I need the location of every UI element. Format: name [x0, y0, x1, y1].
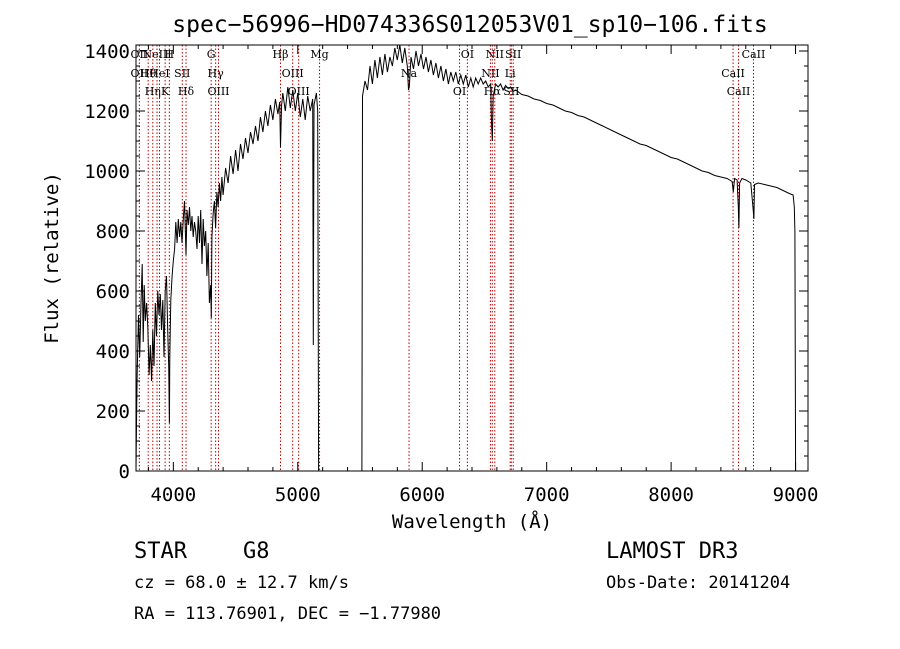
line-marker-label: Mg: [310, 48, 328, 61]
line-marker-label: OIII: [282, 67, 304, 80]
line-marker-label: OII: [131, 67, 149, 80]
y-tick-label: 1200: [84, 101, 130, 123]
line-marker-label: SII: [505, 48, 521, 61]
line-marker-label: CaII: [727, 85, 751, 98]
spectral-line-labels: OIIOIIHθHηNeIIIHeIKHSIIHδGHγOIIIHβOIIIOI…: [131, 48, 766, 98]
line-marker-label: OIII: [207, 85, 229, 98]
x-axis-label: Wavelength (Å): [392, 510, 552, 533]
line-marker-label: Na: [401, 67, 418, 80]
survey-name: LAMOST DR3: [606, 539, 738, 564]
x-axis-ticks: 4000 5000 6000 7000 8000 9000: [147, 45, 819, 506]
y-tick-label: 400: [96, 341, 130, 363]
y-tick-label: 0: [119, 461, 130, 483]
redshift-velocity: cz = 68.0 ± 12.7 km/s: [134, 573, 349, 593]
line-marker-label: OIII: [288, 85, 310, 98]
x-tick-label: 6000: [399, 484, 445, 506]
line-marker-label: K: [161, 85, 170, 98]
x-tick-label: 4000: [150, 484, 196, 506]
observation-date: Obs-Date: 20141204: [606, 573, 790, 593]
y-tick-label: 1400: [84, 41, 130, 63]
line-marker-label: OI: [461, 48, 474, 61]
x-tick-label: 7000: [524, 484, 570, 506]
x-tick-label: 9000: [773, 484, 819, 506]
line-marker-label: HeI: [149, 67, 169, 80]
line-marker-label: Hθ: [140, 67, 157, 80]
line-marker-label: OI: [453, 85, 466, 98]
line-marker-label: G: [207, 48, 216, 61]
line-marker-label: NII: [481, 67, 499, 80]
y-tick-label: 1000: [84, 161, 130, 183]
x-tick-label: 8000: [648, 484, 694, 506]
y-tick-label: 200: [96, 401, 130, 423]
line-marker-label: CaII: [721, 67, 745, 80]
spectrum-line: [135, 44, 797, 472]
object-class: STAR: [134, 539, 188, 564]
spectral-line-markers: [138, 45, 754, 471]
line-marker-label: Hδ: [178, 85, 195, 98]
chart-title: spec−56996−HD074336S012053V01_sp10−106.f…: [172, 12, 767, 38]
y-axis-ticks: 0 200 400 600 800 1000 1200 1400: [84, 41, 808, 483]
line-marker-label: Hγ: [208, 67, 225, 80]
coordinates: RA = 113.76901, DEC = −1.77980: [134, 604, 441, 624]
x-tick-label: 5000: [275, 484, 321, 506]
line-marker-label: Li: [505, 67, 516, 80]
line-marker-label: NII: [486, 48, 504, 61]
y-tick-label: 800: [96, 221, 130, 243]
y-axis-label: Flux (relative): [41, 172, 63, 344]
line-marker-label: Hα: [484, 85, 502, 98]
line-marker-label: SII: [174, 67, 190, 80]
y-tick-label: 600: [96, 281, 130, 303]
line-marker-label: Hβ: [273, 48, 289, 61]
line-marker-label: H: [165, 48, 175, 61]
line-marker-label: NeIII: [142, 48, 171, 61]
plot-frame: [135, 44, 809, 472]
line-marker-label: Hη: [145, 85, 161, 98]
object-subclass: G8: [243, 539, 270, 564]
line-marker-label: CaII: [742, 48, 766, 61]
